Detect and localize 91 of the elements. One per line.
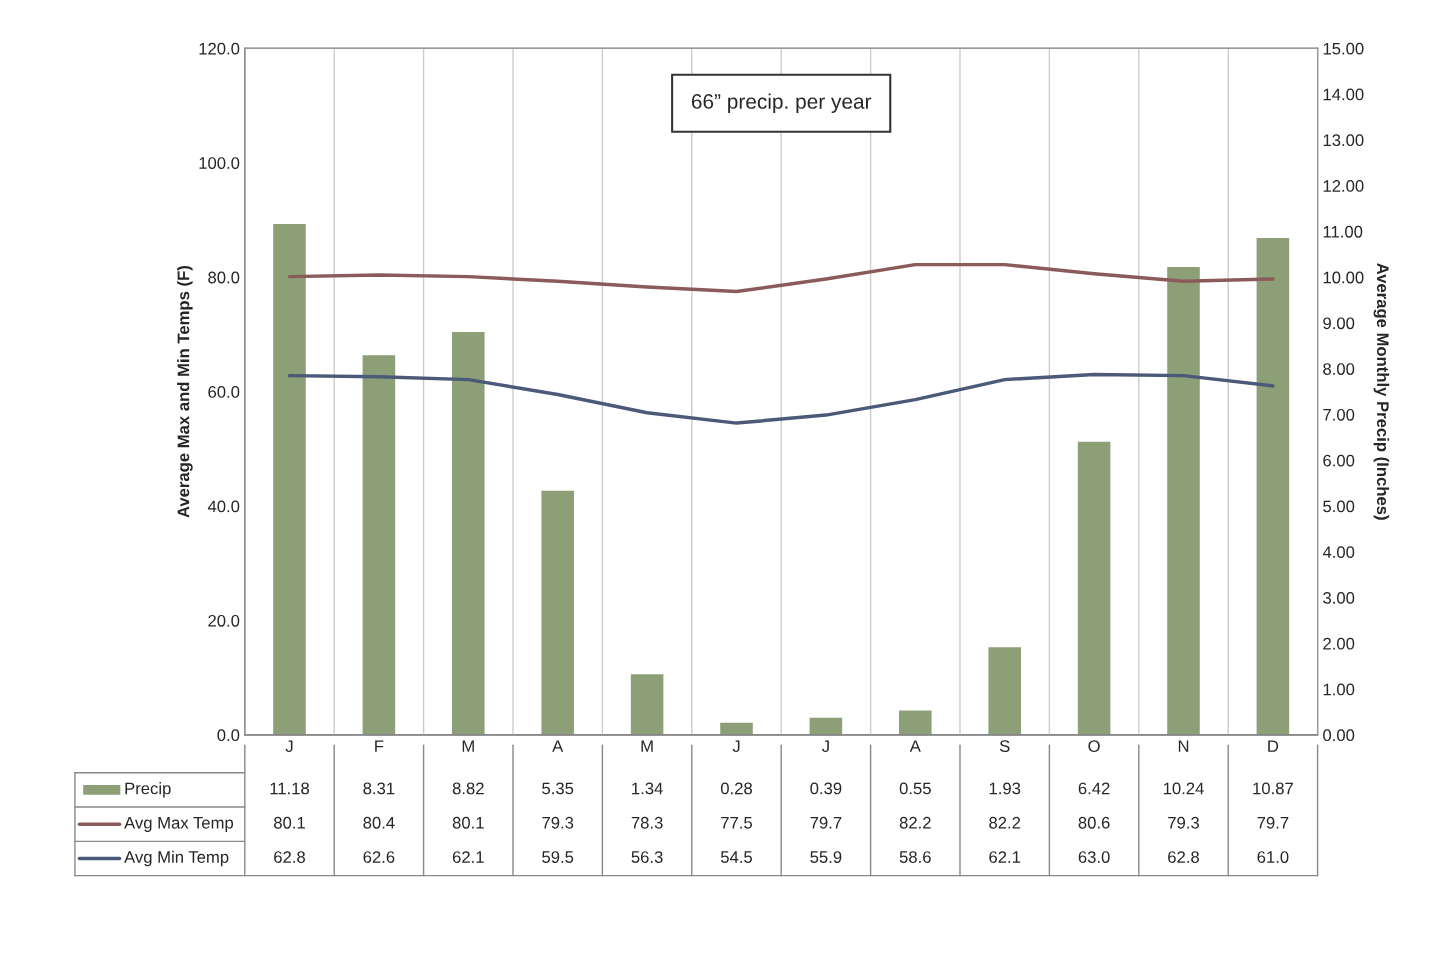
y2-tick-label: 9.00 (1323, 317, 1355, 330)
data-label: 79.3 (1168, 816, 1199, 829)
x-tick-label: D (1268, 740, 1279, 752)
data-label: 6.42 (1078, 782, 1110, 795)
data-label: 80.6 (1078, 816, 1110, 829)
x-tick-label: M (462, 740, 474, 752)
bar (540, 489, 576, 735)
y2-tick-label: 13.00 (1323, 134, 1364, 147)
y2-tick-label: 6.00 (1323, 454, 1355, 467)
x-tick-label: A (909, 740, 921, 752)
bar (361, 353, 397, 735)
data-label: 55.9 (810, 851, 842, 863)
y-tick-label: 40.0 (207, 500, 240, 513)
y2-tick-label: 14.00 (1323, 88, 1364, 101)
legend-label: Precip (125, 782, 171, 798)
y2-tick-label: 4.00 (1322, 546, 1355, 559)
y2-tick-label: 10.00 (1323, 271, 1364, 284)
y-tick-label: 20.0 (208, 614, 240, 627)
x-tick-label: J (732, 740, 740, 753)
y2-tick-label: 11.00 (1323, 225, 1363, 238)
y-tick-label: 60.0 (208, 386, 240, 398)
y-tick-label: 80.0 (208, 271, 240, 284)
y2-axis-title: Average Monthly Precip (Inches) (1373, 263, 1390, 520)
data-label: 11.18 (270, 782, 310, 795)
y-tick-label: 120.0 (199, 42, 240, 55)
bar (1165, 265, 1202, 735)
bar (271, 222, 308, 735)
y2-tick-label: 3.00 (1323, 592, 1355, 604)
bar (987, 645, 1023, 735)
data-label: 0.39 (810, 782, 842, 795)
data-label: 61.0 (1257, 851, 1289, 863)
y2-tick-label: 2.00 (1323, 637, 1355, 650)
y2-tick-label: 7.00 (1323, 408, 1355, 421)
data-label: 77.5 (721, 817, 753, 829)
data-label: 58.6 (899, 851, 931, 863)
x-tick-label: M (641, 740, 653, 752)
y2-tick-label: 12.00 (1323, 180, 1364, 192)
data-label: 80.1 (274, 816, 305, 829)
data-label: 59.5 (542, 851, 574, 863)
data-label: 0.28 (720, 782, 752, 795)
bar (1255, 236, 1291, 735)
annotation: 66” precip. per year (691, 93, 872, 113)
legend-label: Avg Max Temp (124, 817, 234, 832)
y2-tick-label: 1.00 (1323, 683, 1355, 696)
legend-label: Avg Min Temp (124, 850, 229, 867)
x-tick-label: A (552, 740, 564, 752)
data-label: 62.6 (363, 851, 395, 863)
line-series (287, 372, 1275, 425)
y2-tick-label: 0.00 (1323, 729, 1355, 742)
data-label: 56.3 (631, 851, 663, 863)
line-series (287, 262, 1275, 294)
data-label: 62.1 (452, 851, 484, 863)
data-label: 80.4 (363, 816, 395, 829)
data-label: 8.82 (452, 782, 484, 795)
data-label: 8.31 (363, 782, 395, 795)
x-tick-label: F (375, 740, 384, 752)
bar (808, 716, 844, 735)
y-tick-label: 100.0 (199, 157, 240, 169)
data-label: 80.1 (452, 816, 484, 829)
data-label: 82.2 (899, 816, 931, 829)
data-label: 78.3 (631, 816, 663, 829)
y-tick-label: 0.0 (217, 729, 240, 742)
y-axis-title: Average Max and Min Temps (F) (177, 266, 193, 518)
data-label: 10.24 (1163, 782, 1204, 795)
data-label: 62.1 (989, 851, 1021, 863)
x-tick-label: S (999, 740, 1010, 753)
bar (450, 330, 486, 735)
data-label: 63.0 (1078, 851, 1110, 863)
data-label: 62.8 (1168, 851, 1199, 863)
y2-tick-label: 5.00 (1323, 500, 1355, 513)
data-label: 54.5 (720, 851, 753, 863)
data-label: 79.7 (1257, 816, 1289, 829)
bar (629, 672, 665, 735)
data-label: 5.35 (542, 782, 574, 795)
data-label: 62.8 (274, 851, 305, 863)
x-tick-label: N (1178, 740, 1189, 752)
data-label: 0.55 (899, 782, 931, 795)
x-tick-label: O (1088, 740, 1100, 753)
bar (897, 709, 933, 735)
y2-tick-label: 15.00 (1323, 42, 1364, 55)
data-label: 1.34 (632, 782, 663, 795)
data-label: 82.2 (989, 816, 1021, 829)
data-label: 10.87 (1253, 782, 1293, 795)
data-label: 1.93 (989, 782, 1021, 795)
bar (1076, 440, 1112, 735)
x-tick-label: J (285, 740, 293, 753)
data-label: 79.3 (542, 816, 574, 829)
bar (718, 721, 755, 735)
x-tick-label: J (821, 740, 829, 753)
y2-tick-label: 8.00 (1323, 363, 1355, 375)
data-label: 79.7 (810, 816, 842, 829)
